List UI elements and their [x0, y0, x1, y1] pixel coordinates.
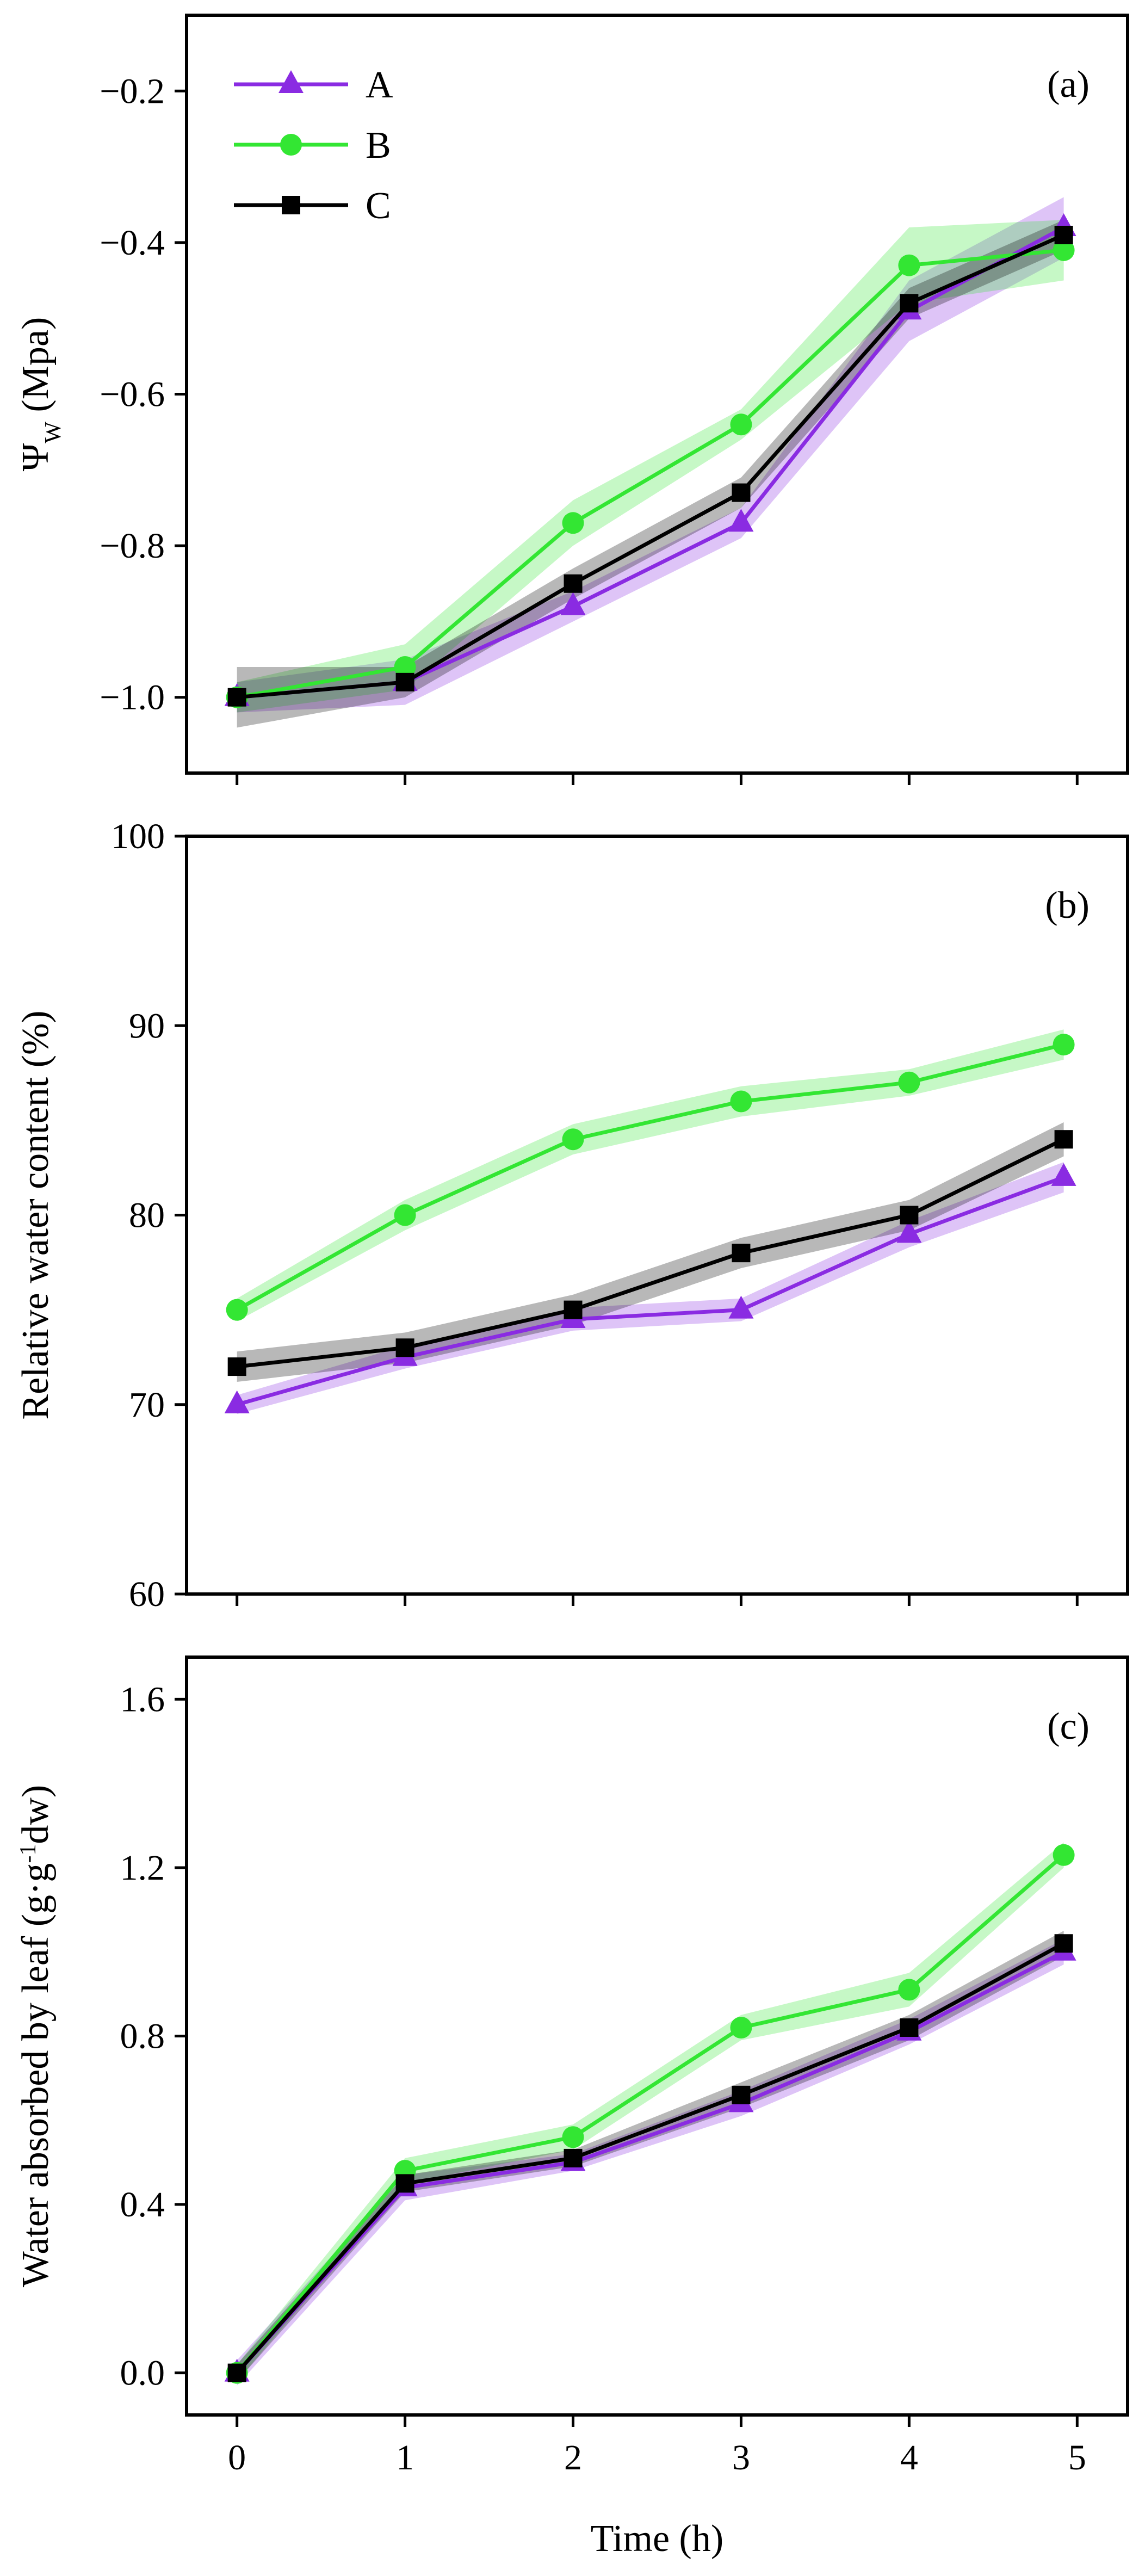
marker-c [732, 483, 751, 502]
legend-label-b: B [366, 125, 391, 166]
marker-c [1054, 1130, 1073, 1149]
marker-c [1054, 1934, 1073, 1953]
band-a [237, 197, 1064, 713]
x-tick-label: 5 [1068, 2438, 1086, 2478]
marker-b [562, 1128, 584, 1151]
y-tick-label: 70 [129, 1385, 165, 1425]
series-line-b [235, 1854, 1065, 2374]
y-tick-label: −0.6 [100, 375, 165, 415]
marker-c [395, 672, 414, 691]
x-axis-label: Time (h) [591, 2518, 723, 2560]
panel-label: (c) [1047, 1706, 1090, 1747]
marker-b [1053, 1844, 1075, 1866]
marker-b [730, 2017, 752, 2039]
marker-b [394, 1204, 416, 1226]
marker-b [394, 656, 416, 678]
panel-b: 60 70 80 90 100 Relative water content (%) (b) [15, 817, 1129, 1614]
marker-a [1051, 1163, 1076, 1186]
marker-c [1054, 225, 1073, 244]
y-tick-label: 60 [129, 1574, 165, 1614]
marker-b [730, 1090, 752, 1113]
y-tick-label: 0.8 [120, 2017, 165, 2056]
band-c [237, 1931, 1064, 2382]
series-line-a [236, 1950, 1065, 2374]
x-tick-label: 2 [564, 2438, 582, 2478]
series-line-c [236, 1942, 1065, 2374]
legend-marker-b [280, 134, 302, 156]
plot-frame [185, 1655, 1129, 2417]
plot-frame [185, 14, 1129, 775]
marker-c [564, 574, 583, 593]
x-tick-label: 0 [228, 2438, 246, 2478]
y-tick-label: 100 [111, 817, 165, 856]
marker-c [227, 2363, 246, 2382]
y-tick-label: 1.2 [120, 1848, 165, 1888]
y-axis-label: ΨW (Mpa) [15, 317, 66, 472]
panel-label: (b) [1045, 885, 1090, 926]
marker-a [896, 1220, 922, 1243]
y-tick-label: 90 [129, 1006, 165, 1046]
marker-b [1053, 1034, 1075, 1056]
band-a [237, 1939, 1064, 2386]
panel-label: (a) [1047, 64, 1090, 106]
y-tick-label: 1.6 [120, 1679, 165, 1719]
band-a [237, 1162, 1064, 1414]
y-axis-label: Water absorbed by leaf (g·g-1dw) [15, 1785, 57, 2287]
legend-marker-c [282, 196, 300, 214]
series-line-a [236, 1175, 1064, 1407]
band-b [237, 1842, 1064, 2382]
marker-c [900, 2018, 919, 2037]
y-tick-label: 0.4 [120, 2185, 165, 2225]
y-tick-label: 80 [129, 1196, 165, 1236]
panel-c: 0.0 0.4 0.8 1.2 1.6 0 1 2 3 4 5 Time (h) Water absor… [15, 1655, 1129, 2560]
marker-c [900, 1206, 919, 1225]
series-line-b [236, 1042, 1064, 1312]
y-tick-label: −0.8 [100, 526, 165, 566]
marker-c [900, 294, 919, 313]
y-tick-label: 0.0 [120, 2353, 165, 2393]
marker-c [732, 1244, 751, 1263]
marker-c [227, 1357, 246, 1376]
marker-a [728, 1295, 754, 1319]
y-tick-label: −0.4 [100, 223, 165, 263]
marker-a [224, 1390, 250, 1413]
y-tick-label: −1.0 [100, 678, 165, 718]
band-b [237, 1029, 1064, 1321]
marker-c [395, 2174, 414, 2193]
series-line-b [237, 248, 1064, 700]
marker-b [562, 512, 584, 534]
marker-c [732, 2085, 751, 2104]
x-tick-label: 4 [900, 2438, 918, 2478]
marker-b [562, 2126, 584, 2148]
x-tick-label: 1 [396, 2438, 414, 2478]
marker-b [226, 1299, 248, 1321]
marker-c [564, 1300, 583, 1319]
legend-label-c: C [366, 185, 391, 227]
marker-c [227, 688, 246, 707]
series-line-c [237, 233, 1065, 700]
marker-b [730, 413, 752, 436]
legend-marker-a [278, 70, 304, 93]
y-tick-label: −0.2 [100, 71, 165, 111]
legend: ABC [234, 64, 393, 227]
marker-b [898, 1979, 920, 2001]
legend-label-a: A [366, 64, 393, 106]
marker-a [560, 592, 586, 615]
band-b [237, 220, 1064, 713]
marker-b [898, 1071, 920, 1094]
marker-c [395, 1338, 414, 1357]
marker-b [1053, 239, 1075, 261]
marker-c [564, 2148, 583, 2167]
y-axis-label: Relative water content (%) [15, 1010, 57, 1419]
band-c [237, 220, 1064, 728]
marker-a [728, 509, 754, 532]
series-line-c [237, 1138, 1065, 1369]
panel-a: −1.0 −0.8 −0.6 −0.4 −0.2 ΨW (Mpa) (a) ABC [15, 14, 1129, 785]
marker-b [898, 254, 920, 276]
x-tick-label: 3 [732, 2438, 750, 2478]
